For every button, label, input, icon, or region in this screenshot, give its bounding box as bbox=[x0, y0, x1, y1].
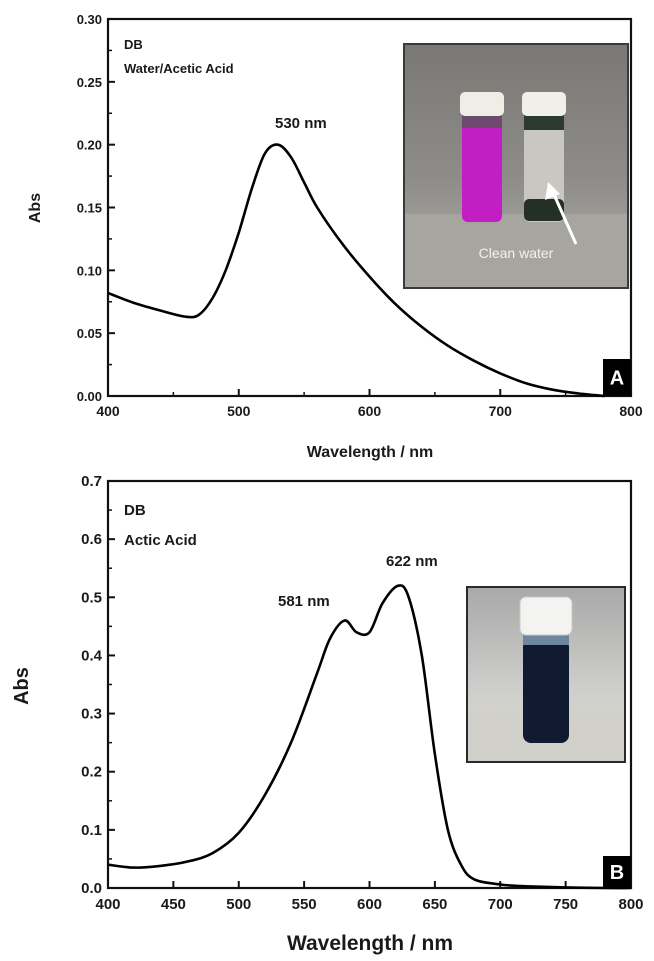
panel-b-vial-dark-neck bbox=[523, 633, 569, 645]
panel-a-vial-clean-bottom bbox=[524, 199, 564, 221]
panel-b-spectrum-line bbox=[107, 584, 632, 890]
panel-a-annotation: Water/Acetic Acid bbox=[124, 61, 234, 76]
panel-b-x-tick-label: 750 bbox=[553, 896, 578, 913]
panel-a-y-tick-label: 0.05 bbox=[77, 326, 102, 341]
panel-b-x-tick-label: 800 bbox=[618, 896, 643, 913]
panel-b-annotation: Actic Acid bbox=[124, 532, 197, 549]
panel-b-y-tick-label: 0.3 bbox=[81, 706, 102, 723]
panel-a-inset-table bbox=[405, 214, 627, 287]
panel-a-panel-badge bbox=[603, 359, 631, 396]
panel-b-x-tick-label: 650 bbox=[422, 896, 447, 913]
panel-a-peak-label: 530 nm bbox=[275, 115, 327, 132]
panel-b-panel-badge bbox=[603, 856, 631, 888]
panel-b-y-tick-label: 0.1 bbox=[81, 822, 102, 839]
panel-a-x-tick-label: 700 bbox=[489, 403, 513, 419]
panel-a-x-tick-label: 500 bbox=[227, 403, 251, 419]
panel-a-inset-caption: Clean water bbox=[479, 245, 554, 261]
panel-a-vial-clean-neck bbox=[524, 112, 564, 130]
chart-panel-b: 400 450 500 550 600 650 700 750 800 0.0 0.1 0.2 0.3 0… bbox=[11, 473, 644, 955]
panel-b-vial-dark bbox=[523, 639, 569, 743]
panel-a-y-tick-label: 0.25 bbox=[77, 75, 102, 90]
panel-a-x-tick-label: 400 bbox=[96, 403, 120, 419]
panel-b-y-tick-label: 0.6 bbox=[81, 531, 102, 548]
panel-b-y-tick-label: 0.5 bbox=[81, 589, 102, 606]
panel-b-x-tick-label: 700 bbox=[488, 896, 513, 913]
panel-a-vial-magenta-cap bbox=[460, 92, 504, 116]
panel-a-vial-magenta bbox=[462, 122, 502, 222]
panel-a-y-tick-label: 0.10 bbox=[77, 263, 102, 278]
panel-b-x-tick-label: 400 bbox=[95, 896, 120, 913]
panel-b-y-tick-label: 0.0 bbox=[81, 880, 102, 897]
panel-b-y-axis-label: Abs bbox=[11, 667, 33, 705]
panel-b-vial-dark-cap bbox=[519, 596, 573, 636]
panel-b-peak-label: 622 nm bbox=[386, 553, 438, 570]
panel-b-x-tick-label: 500 bbox=[226, 896, 251, 913]
panel-b-x-tick-label: 550 bbox=[292, 896, 317, 913]
panel-a-y-tick-label: 0.30 bbox=[77, 12, 102, 27]
chart-panel-a: Clean water 400 500 600 700 800 0.00 0.05 0.10 0.… bbox=[27, 12, 643, 461]
panel-a-inset-photo: Clean water bbox=[403, 43, 629, 289]
panel-a-spectrum-line bbox=[107, 143, 605, 398]
panel-a-y-tick-label: 0.20 bbox=[77, 138, 102, 153]
panel-b-x-tick-label: 600 bbox=[357, 896, 382, 913]
panel-b-panel-label: B bbox=[610, 862, 624, 884]
panel-a-x-tick-label: 800 bbox=[619, 403, 643, 419]
panel-a-arrow-head bbox=[545, 182, 560, 200]
panel-a-y-tick-label: 0.15 bbox=[77, 201, 102, 216]
panel-a-x-axis-label: Wavelength / nm bbox=[307, 444, 434, 461]
panel-a-panel-label: A bbox=[610, 368, 624, 390]
panel-b-x-tick-label: 450 bbox=[161, 896, 186, 913]
panel-b-peak-label: 581 nm bbox=[278, 593, 330, 610]
panel-a-arrow-line bbox=[550, 189, 578, 245]
panel-b-inset-photo bbox=[466, 586, 626, 763]
panel-b-annotation: DB bbox=[124, 502, 146, 519]
panel-a-y-axis-label: Abs bbox=[27, 193, 44, 223]
panel-a-y-tick-label: 0.00 bbox=[77, 389, 102, 404]
panel-b-y-tick-label: 0.4 bbox=[81, 647, 103, 664]
panel-b-y-tick-label: 0.2 bbox=[81, 764, 102, 781]
panel-a-annotation: DB bbox=[124, 37, 143, 52]
panel-a-x-tick-label: 600 bbox=[358, 403, 382, 419]
panel-b-x-axis-label: Wavelength / nm bbox=[287, 932, 453, 955]
panel-a-vial-clean-cap bbox=[522, 92, 566, 116]
panel-b-y-tick-label: 0.7 bbox=[81, 473, 102, 490]
